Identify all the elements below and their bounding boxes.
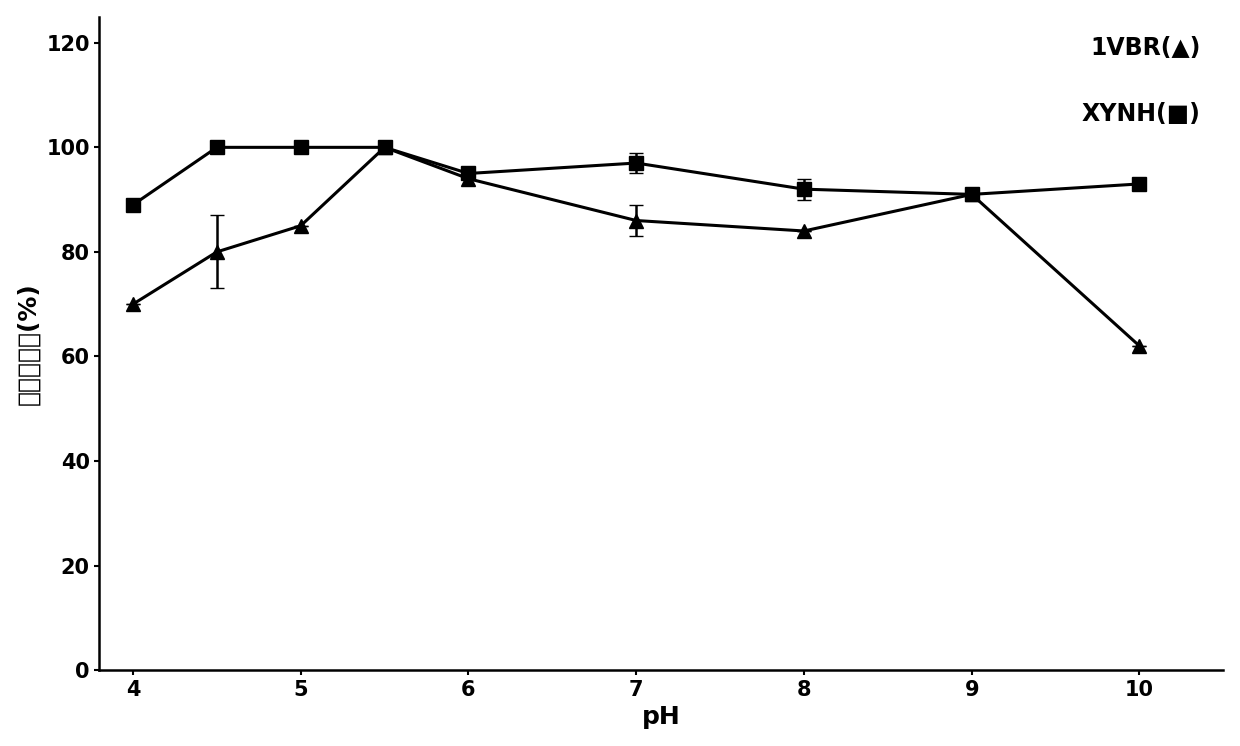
Text: XYNH(■): XYNH(■)	[1083, 101, 1200, 125]
X-axis label: pH: pH	[642, 705, 681, 730]
Text: 1VBR(▲): 1VBR(▲)	[1090, 37, 1200, 60]
Y-axis label: 相对酶活力(%): 相对酶活力(%)	[16, 282, 41, 405]
